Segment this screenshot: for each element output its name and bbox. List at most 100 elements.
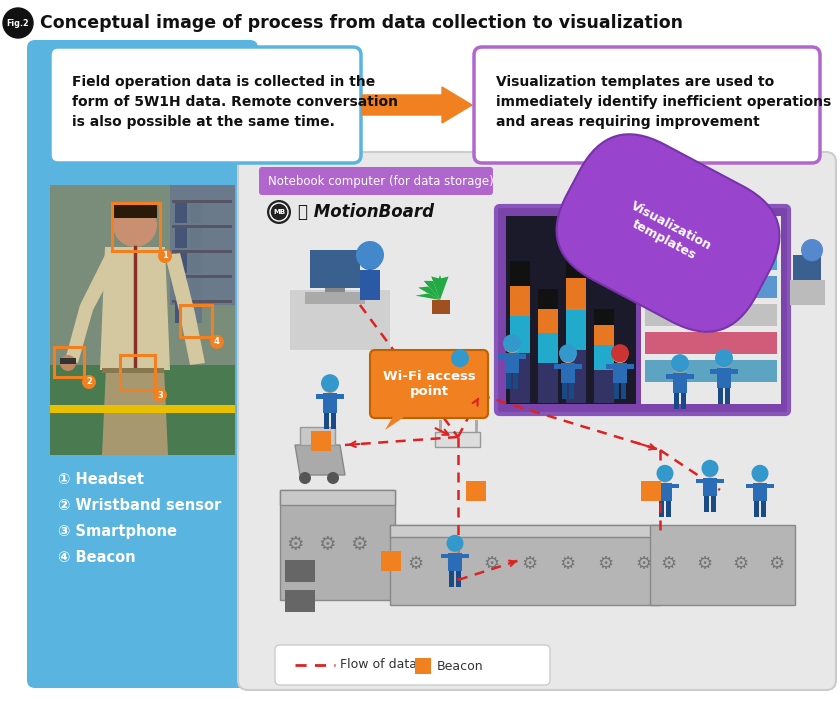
Bar	[310, 250, 360, 288]
Bar	[747, 484, 753, 488]
FancyBboxPatch shape	[275, 645, 550, 685]
Circle shape	[452, 352, 468, 368]
Circle shape	[672, 357, 688, 373]
Circle shape	[503, 334, 521, 352]
Bar	[594, 325, 614, 345]
Text: ⚙: ⚙	[521, 555, 537, 573]
Bar	[325, 288, 345, 293]
Circle shape	[267, 200, 291, 224]
Circle shape	[3, 8, 33, 38]
Text: ⚙: ⚙	[483, 555, 499, 573]
Circle shape	[559, 345, 577, 362]
Bar	[519, 354, 527, 359]
Polygon shape	[424, 277, 440, 300]
Bar	[50, 405, 235, 413]
Circle shape	[611, 345, 629, 362]
Bar	[454, 388, 459, 404]
Circle shape	[658, 467, 673, 483]
Polygon shape	[295, 445, 345, 475]
Bar	[651, 484, 659, 488]
Circle shape	[801, 239, 823, 261]
Circle shape	[701, 460, 718, 477]
Bar	[172, 225, 232, 228]
FancyBboxPatch shape	[370, 350, 488, 418]
Bar	[180, 305, 212, 337]
Bar	[674, 393, 679, 409]
Bar	[594, 370, 614, 403]
Bar	[360, 270, 380, 300]
Bar	[510, 286, 530, 316]
Text: ⚙: ⚙	[559, 555, 575, 573]
Text: Fig.2: Fig.2	[7, 18, 29, 28]
Circle shape	[447, 535, 464, 552]
Bar	[175, 203, 187, 223]
Text: ⚙: ⚙	[445, 555, 461, 573]
Text: Conceptual image of process from data collection to visualization: Conceptual image of process from data co…	[40, 14, 683, 32]
Bar	[54, 347, 84, 377]
Text: ⚙: ⚙	[696, 555, 712, 573]
Bar	[60, 358, 76, 364]
Bar	[175, 278, 187, 298]
Circle shape	[504, 337, 520, 353]
Bar	[510, 261, 530, 286]
Bar	[767, 484, 774, 488]
Bar	[445, 369, 453, 373]
Bar	[323, 413, 329, 429]
Text: ⚙: ⚙	[286, 535, 304, 554]
Text: 2: 2	[86, 378, 92, 386]
Bar	[710, 369, 717, 373]
Bar	[112, 203, 160, 251]
Text: ⚙: ⚙	[732, 555, 748, 573]
Bar	[704, 496, 709, 512]
Bar	[172, 275, 232, 278]
Circle shape	[210, 335, 224, 349]
Circle shape	[60, 355, 76, 371]
Bar	[606, 364, 613, 369]
Bar	[761, 501, 766, 517]
Circle shape	[802, 242, 822, 262]
Bar	[120, 355, 155, 390]
Bar	[102, 368, 164, 373]
Circle shape	[657, 465, 674, 481]
Bar	[461, 388, 466, 404]
Bar	[717, 388, 723, 404]
Bar	[510, 316, 530, 353]
Circle shape	[82, 375, 96, 389]
Bar	[475, 420, 478, 432]
Text: Wi-Fi access
point: Wi-Fi access point	[383, 370, 475, 398]
Text: ② Wristband sensor: ② Wristband sensor	[58, 498, 221, 513]
Bar	[613, 363, 627, 383]
Polygon shape	[418, 281, 440, 300]
Bar	[172, 200, 232, 203]
Polygon shape	[65, 255, 118, 363]
Bar	[645, 360, 777, 382]
Text: Visualization
templates: Visualization templates	[622, 200, 714, 266]
Bar	[566, 278, 586, 310]
Bar	[466, 481, 486, 501]
Text: Ⓜ MotionBoard: Ⓜ MotionBoard	[298, 203, 434, 221]
Text: Notebook computer (for data storage): Notebook computer (for data storage)	[268, 174, 494, 188]
Text: Flow of data: Flow of data	[340, 659, 417, 671]
Bar	[666, 501, 671, 517]
Text: ⚙: ⚙	[660, 555, 676, 573]
Bar	[538, 363, 558, 403]
FancyArrow shape	[362, 87, 472, 123]
Polygon shape	[102, 368, 168, 455]
Bar	[190, 253, 202, 273]
Bar	[513, 373, 518, 389]
Polygon shape	[290, 290, 390, 350]
Bar	[672, 484, 679, 488]
Bar	[645, 248, 777, 270]
Bar	[113, 203, 157, 218]
Circle shape	[158, 249, 172, 263]
Circle shape	[356, 241, 384, 269]
Bar	[538, 309, 558, 333]
Bar	[594, 345, 614, 370]
Bar	[641, 481, 661, 501]
Polygon shape	[385, 413, 410, 430]
Bar	[645, 332, 777, 354]
Bar	[439, 420, 442, 432]
Polygon shape	[100, 247, 170, 370]
FancyBboxPatch shape	[474, 47, 820, 163]
Bar	[506, 373, 511, 389]
